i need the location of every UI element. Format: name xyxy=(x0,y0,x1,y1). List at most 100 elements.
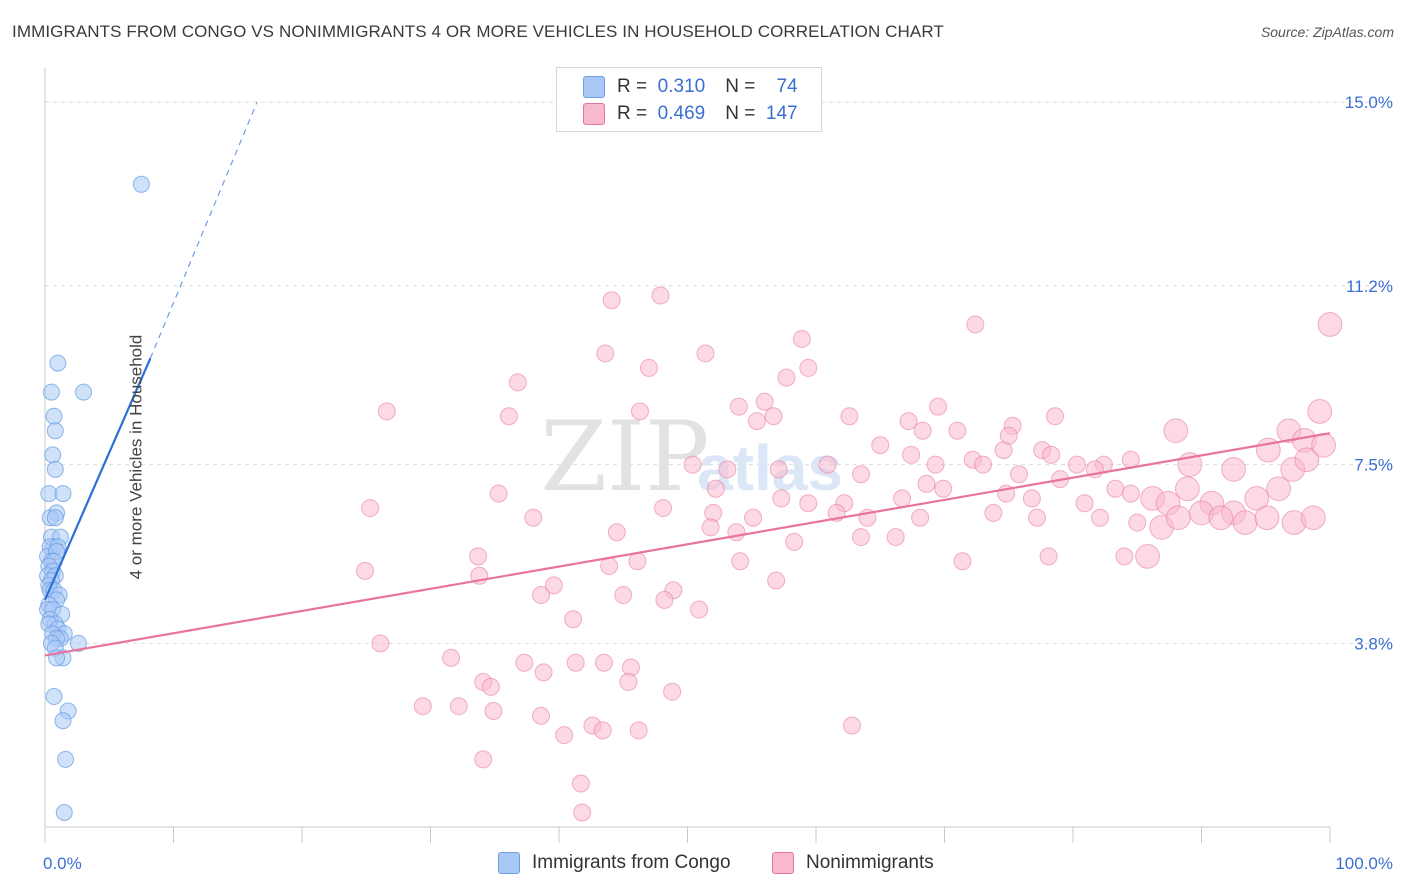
tick-labels: 3.8% 7.5% 11.2% 15.0% 0.0% 100.0% xyxy=(43,93,1393,873)
legend-label-congo: Immigrants from Congo xyxy=(532,852,731,873)
legend-item-congo: Immigrants from Congo xyxy=(498,852,731,874)
r-value: 0.310 xyxy=(657,76,706,97)
nonimmigrant-point xyxy=(840,407,859,426)
nonimmigrant-point xyxy=(593,721,612,740)
nonimmigrant-point xyxy=(785,532,804,551)
nonimmigrant-point xyxy=(696,344,715,363)
nonimmigrant-point xyxy=(1106,479,1125,498)
nonimmigrant-point xyxy=(953,552,972,571)
nonimmigrant-point xyxy=(1075,494,1094,513)
congo-point xyxy=(132,175,150,193)
nonimmigrant-point xyxy=(508,373,527,392)
nonimmigrant-point xyxy=(600,557,619,576)
nonimmigrant-point xyxy=(842,716,861,735)
congo-point xyxy=(75,383,93,401)
nonimmigrant-point xyxy=(984,503,1003,522)
nonimmigrant-point xyxy=(1300,505,1326,531)
nonimmigrant-point xyxy=(489,484,508,503)
congo-point xyxy=(54,485,72,503)
nonimmigrant-point xyxy=(886,528,905,547)
nonimmigrant-point xyxy=(663,682,682,701)
congo-point xyxy=(46,509,64,527)
nonimmigrant-point xyxy=(614,586,633,605)
nonimmigrant-point xyxy=(913,421,932,440)
nonimmigrant-point xyxy=(481,677,500,696)
congo-point xyxy=(40,485,58,503)
nonimmigrant-point xyxy=(1174,476,1200,502)
nonimmigrant-point xyxy=(706,479,725,498)
nonimmigrant-point xyxy=(515,653,534,672)
congo-point xyxy=(49,354,67,372)
nonimmigrant-point xyxy=(619,673,638,692)
r-value: 0.469 xyxy=(657,103,706,124)
r-key: R = xyxy=(617,103,648,124)
nonimmigrant-point xyxy=(361,499,380,518)
nonimmigrant-point xyxy=(747,412,766,431)
nonimmigrant-point xyxy=(377,402,396,421)
nonimmigrant-point xyxy=(628,552,647,571)
nonimmigrant-point xyxy=(469,547,488,566)
nonimmigrant-point xyxy=(1128,513,1147,532)
legend-swatch-congo xyxy=(583,76,605,98)
nonimmigrant-point xyxy=(602,291,621,310)
nonimmigrant-point xyxy=(555,726,574,745)
grid xyxy=(45,101,1390,644)
watermark-zip: ZIP xyxy=(540,401,709,513)
nonimmigrant-point xyxy=(777,368,796,387)
nonimmigrant-point xyxy=(1221,457,1247,482)
legend-row-congo: R = 0.310 N = 74 xyxy=(583,75,798,99)
legend-row-nonimmigrants: R = 0.469 N = 147 xyxy=(583,102,798,126)
source-credit: Source: ZipAtlas.com xyxy=(1260,24,1394,40)
nonimmigrant-point xyxy=(629,721,648,740)
nonimmigrant-point xyxy=(893,489,912,508)
nonimmigrant-point xyxy=(1028,508,1047,527)
y-tick-label: 7.5% xyxy=(1354,456,1393,475)
nonimmigrant-point xyxy=(772,489,791,508)
nonimmigrant-point xyxy=(701,518,720,537)
nonimmigrant-point xyxy=(1317,312,1343,337)
nonimmigrant-point xyxy=(929,397,948,416)
nonimmigrant-point xyxy=(727,523,746,542)
congo-point xyxy=(45,407,63,425)
nonimmigrant-point xyxy=(371,634,390,653)
congo-trend-line xyxy=(43,357,152,601)
n-value: 147 xyxy=(765,103,798,124)
nonimmigrant-point xyxy=(744,508,763,527)
nonimmigrant-point xyxy=(851,465,870,484)
legend-swatch-nonimmigrants xyxy=(583,103,605,125)
nonimmigrant-point xyxy=(1232,510,1258,535)
nonimmigrant-point xyxy=(449,697,468,716)
nonimmigrant-point xyxy=(571,774,590,793)
x-tick-label: 100.0% xyxy=(1335,854,1393,873)
nonimmigrant-point xyxy=(1163,418,1189,444)
y-axis-label: 4 or more Vehicles in Household xyxy=(126,334,146,580)
nonimmigrant-point xyxy=(769,460,788,479)
nonimmigrant-point xyxy=(729,397,748,416)
n-key: N = xyxy=(725,76,756,97)
nonimmigrant-point xyxy=(917,474,936,493)
legend-swatch-congo xyxy=(498,852,520,874)
nonimmigrant-point xyxy=(731,552,750,571)
congo-trend-extension xyxy=(149,101,258,359)
nonimmigrant-point xyxy=(934,479,953,498)
y-tick-label: 3.8% xyxy=(1354,634,1393,653)
nonimmigrant-point xyxy=(442,648,461,667)
nonimmigrant-point xyxy=(966,315,985,334)
nonimmigrant-point xyxy=(1254,505,1280,531)
x-tick-label: 0.0% xyxy=(43,854,82,873)
congo-point xyxy=(69,634,87,652)
r-key: R = xyxy=(617,76,648,97)
nonimmigrant-point xyxy=(532,706,551,725)
nonimmigrant-point xyxy=(1022,489,1041,508)
nonimmigrant-point xyxy=(1039,547,1058,566)
nonimmigrant-point xyxy=(1115,547,1134,566)
nonimmigrant-point xyxy=(1135,543,1160,569)
nonimmigrant-point xyxy=(524,508,543,527)
nonimmigrant-point xyxy=(651,286,670,305)
nonimmigrant-point xyxy=(926,455,945,474)
nonimmigrant-point xyxy=(1165,505,1191,531)
y-tick-label: 15.0% xyxy=(1345,93,1393,112)
chart-title: IMMIGRANTS FROM CONGO VS NONIMMIGRANTS 4… xyxy=(12,22,944,41)
legend-label-nonimmigrants: Nonimmigrants xyxy=(806,852,934,873)
nonimmigrant-point xyxy=(484,702,503,721)
